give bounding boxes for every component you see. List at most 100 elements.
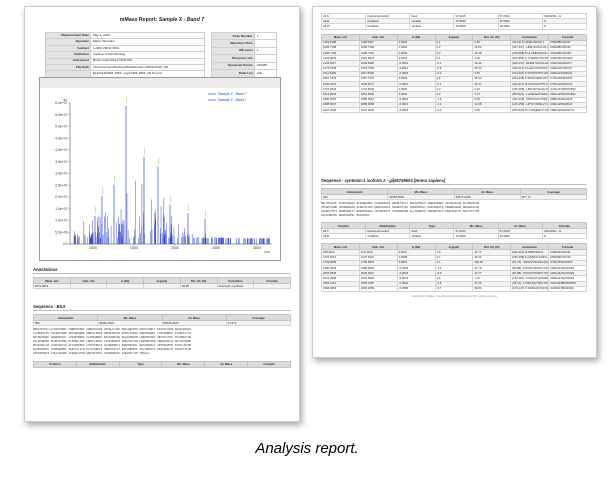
column-header: Modification	[75, 360, 120, 368]
report-title: mMass Report: Sample X - Band 7	[25, 17, 299, 23]
y-tick-label: 6.0e+07	[55, 101, 67, 105]
table-cell: Oxidation	[365, 23, 411, 30]
table-cell: Semicyan, synthetis	[216, 283, 255, 290]
y-tick-label: 0.0	[63, 242, 68, 246]
seq-title-name: syntenin-1 isoform 2 - gi|55749504 [Homo…	[344, 178, 446, 183]
meta-row: ELFIG15/2006_PRIF_reg/LPRIF-PRIF_kD M.mz…	[44, 70, 205, 78]
sequence-line: PEYAVSVLLR LAKEYEATLE ECCAKDDPHA CYSTVFD…	[33, 344, 192, 347]
y-tick-label: 2.5e+07	[55, 183, 67, 187]
table-row: 2005.9846 2006.0012 -0.0018 -0.9 14.77 [60-88…	[321, 270, 587, 277]
table-row: 1749.9689 1749.9670 0.0019 1.1 100.00 [62-76]…	[321, 259, 587, 266]
meta-key: Precursor m/z	[210, 54, 256, 63]
x-tick-label: 3000	[253, 246, 261, 250]
table-row: 1479.7943 1479.7954 -0.0011 -0.8 63.44 [402-4…	[321, 65, 587, 72]
table-row: 1511.8425 1511.8428 -0.0003 -0.2 3.66 [414-42…	[321, 70, 587, 77]
table-row: 583 66461.0632 66525.2025 27.6 %	[32, 320, 292, 327]
meta-value: 1	[254, 46, 277, 56]
meta-key	[44, 70, 92, 78]
y-tick-label: 1.5e+07	[55, 207, 67, 211]
table-cell: variable	[409, 23, 455, 30]
sequence-line: TLFGDELCKV ASLRETYGDM ADCCEKQEPE RNECFLS…	[33, 332, 192, 336]
annotations-table: Meas. m/z Calc. m/z Δ (Da) Δ (ppm) Rel. Int.…	[33, 277, 291, 290]
table-cell: 27.6 %	[225, 320, 292, 327]
y-tick-label: 5.5e+07	[55, 113, 67, 117]
table-cell: O	[541, 23, 588, 30]
spectrum-svg: 6.0e+07 5.5e+07 5.0e+07 4.5e+07 4.0e+07 3.5e+…	[40, 78, 280, 254]
meta-row: Peak List 119	[210, 69, 277, 78]
table-cell: -3.7	[434, 285, 474, 292]
meta-key: Scan Number	[210, 31, 256, 41]
table-header-row: Aminoacids Mo. Mass Av. Mass Coverage	[320, 188, 588, 196]
sequence-line: NKYNGVFQEC CQAEDKGACL LPKIETMREK VLASSAR…	[33, 336, 192, 340]
legend-label: Sample X - Band 7	[218, 98, 247, 102]
sequence-line: PAFIFEHIIK RMAPSIMKSL MDHTIPEV	[321, 214, 370, 218]
table-row: 1439.8117 1439.8118 -0.0001 -0.1 12.44 [336-3…	[321, 60, 587, 67]
annotations-title: Annotations	[33, 267, 291, 275]
report-page-right: All C Carbamidomethyl fixed 57.0215 57.0513 C…	[312, 6, 597, 358]
sequence-text: MKWVTFISLLLLFSSAYSRGV FRRDTHKSEI AHRFKDL…	[33, 328, 291, 355]
table-header-row: Position Modification Type Mo. Mass Av. Mass…	[33, 360, 291, 368]
modifications-table-top: All C Carbamidomethyl fixed 57.0215 57.0513 C…	[320, 12, 588, 30]
sequence-line: TEKQIKKQTA LVELLKHKPK ATEEQLKTVM ENFVAFV…	[33, 351, 150, 355]
peptides-table: Meas. m/z Calc. m/z Δ (Da) Δ (ppm) Rel. Int.…	[321, 243, 587, 292]
y-tick-label: 4.5e+07	[55, 136, 67, 140]
table-cell: 583	[32, 320, 99, 327]
table-cell: O	[541, 233, 588, 240]
table-row: 292 32056.5062 32076.4438 28.7 %	[320, 194, 588, 201]
table-cell: All M	[320, 233, 367, 240]
table-cell: 1907.9206	[358, 106, 398, 114]
y-tick-label: 5.0e+06	[55, 230, 67, 234]
sequence-summary-table: Aminoacids Mo. Mass Av. Mass Coverage 583 664…	[32, 314, 292, 327]
table-row: 2224.9958 2224.9926 -0.0032 1.5 7.12 [146-167…	[321, 275, 587, 282]
y-tick-label: 4.0e+07	[55, 148, 67, 152]
table-cell: 28.7 %	[519, 194, 588, 201]
meta-row: MS Level 1	[210, 46, 277, 56]
report-title-sample: Sample X - Band 7	[158, 17, 205, 23]
table-cell: 2072.0814	[33, 283, 71, 290]
seq-title-name: BSA	[56, 304, 66, 309]
chart-toolbar	[40, 78, 280, 88]
y-tick-label: 5.0e+07	[55, 125, 67, 129]
y-tick-label: 3.5e+07	[55, 160, 67, 164]
sequence-line: MKWVTFISLLLLFSSAYSRGV FRRDTHKSEI AHRFKDL…	[33, 328, 192, 332]
figure-caption: Analysis report.	[255, 440, 359, 457]
table-cell: variable	[409, 233, 455, 240]
table-cell: -0.0080	[396, 285, 436, 292]
meta-table-right: Scan Number 1 Retention Time MS Level 1 Precu…	[210, 31, 277, 78]
sequence-line: SLGKVGTRCC TKPESERMPC TEDYLSLILN RLCVLHE…	[33, 347, 192, 351]
y-unit-label: a.i.	[63, 98, 68, 102]
seq-title-prefix: Sequence -	[321, 178, 345, 183]
table-cell: 15.9949	[453, 233, 499, 240]
table-cell: -0.2	[434, 106, 474, 114]
table-cell: 20.48	[179, 283, 218, 290]
meta-value	[254, 54, 277, 63]
table-cell: 292	[320, 194, 389, 201]
x-unit-label: m/z	[265, 250, 271, 254]
seq-title-prefix: Sequence -	[33, 304, 57, 309]
sequence-line: DLLECADDRA DLAKYICDNQ DTISSKLKEC CDKPLLE…	[33, 340, 192, 344]
table-cell	[253, 283, 291, 290]
x-tick-label: 1500	[130, 246, 138, 250]
meta-row: Retention Time	[210, 39, 277, 48]
meta-value: 119	[254, 69, 277, 78]
sequence-line: YMVAPVTGND VGIRRAEIKQ GIREVILCKD QDGKIGL…	[321, 206, 480, 210]
table-row: 979.4122 979.4105 0.0017 1.8 11.77 [192-201] …	[321, 249, 587, 256]
table-cell: 66525.2025	[161, 320, 227, 327]
meta-key: MS Level	[210, 46, 256, 56]
table-cell: 32056.5062	[387, 194, 455, 201]
table-row: All M Oxidation variable 15.9949 15.9994 O	[320, 233, 588, 240]
table-cell: 32076.4438	[453, 194, 521, 201]
table-cell	[69, 283, 108, 290]
table-cell	[143, 283, 181, 290]
y-tick-label: 1.0e+07	[55, 219, 67, 223]
report-title-prefix: mMass Report:	[119, 17, 159, 23]
table-cell: C86H130N20O27S	[548, 106, 587, 114]
column-header: Formula	[247, 360, 291, 368]
meta-key: Retention Time	[210, 39, 256, 48]
y-tick-label: 3.0e+07	[55, 172, 67, 176]
table-cell: [505-520] K.LTTPAEDCTLPDTEK.Q [1xCarbami…	[510, 106, 550, 114]
table-header-row: Meas. m/z Calc. m/z Δ (Da) Δ (ppm) Rel. Int.…	[321, 243, 587, 251]
legend-label: Sample X - Band 7	[218, 92, 247, 96]
table-cell: 66461.0632	[97, 320, 163, 327]
